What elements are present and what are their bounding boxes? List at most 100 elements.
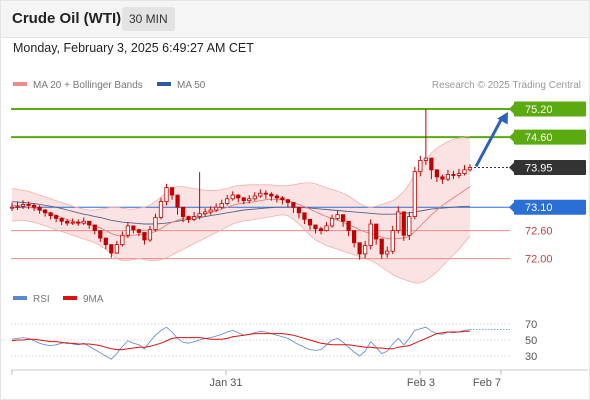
- timeframe-badge[interactable]: 30 MIN: [122, 7, 175, 31]
- candle-body: [291, 202, 296, 208]
- candle-body: [76, 221, 81, 224]
- candle-body: [357, 242, 362, 255]
- candle-body: [9, 206, 15, 209]
- level-tag-pointer-75.20: [509, 104, 514, 115]
- candle-body: [434, 169, 440, 178]
- candle-body: [142, 232, 147, 241]
- x-tick-jan-31: Jan 31: [209, 377, 242, 389]
- candle-body: [42, 209, 48, 214]
- candle-body: [285, 199, 291, 203]
- x-tick-feb-7: Feb 7: [473, 377, 501, 389]
- candle-body: [401, 211, 406, 236]
- candle-body: [313, 224, 318, 230]
- level-label-74.60: 74.60: [525, 132, 553, 144]
- instrument-title: Crude Oil (WTI): [12, 10, 122, 27]
- bb-upper-line: [11, 135, 471, 211]
- candle-body: [136, 229, 142, 233]
- candle-body: [120, 234, 125, 246]
- candle-body: [103, 237, 108, 246]
- candle-body: [280, 197, 285, 201]
- level-label-72.60: 72.60: [525, 226, 553, 238]
- bb-lower-line: [11, 214, 471, 284]
- legend-rsi-label: RSI: [33, 294, 50, 305]
- candle-body: [186, 216, 191, 220]
- candle-body: [247, 198, 252, 202]
- legend-ma50: MA 50: [157, 80, 205, 91]
- rsi-tick-70: 70: [525, 319, 537, 331]
- level-label-75.20: 75.20: [525, 104, 553, 116]
- legend-ma20-bb: MA 20 + Bollinger Bands: [13, 80, 143, 91]
- level-label-72.00: 72.00: [525, 254, 553, 266]
- level-tag-pointer-74.60: [509, 132, 514, 143]
- level-tag-74.60: [514, 129, 586, 145]
- candle-body: [70, 221, 75, 224]
- candle-body: [114, 244, 119, 254]
- candle-body: [407, 216, 412, 236]
- candle-body: [429, 157, 434, 171]
- candle-body: [258, 192, 263, 197]
- candle-body: [352, 230, 357, 244]
- candle-body: [131, 225, 136, 231]
- candle-body: [26, 204, 31, 206]
- candle-body: [236, 194, 241, 199]
- legend-ma20-label: MA 20 + Bollinger Bands: [33, 80, 143, 91]
- candle-body: [20, 204, 26, 207]
- legend-9ma: 9MA: [63, 294, 104, 305]
- candle-body: [241, 197, 246, 202]
- candle-body: [15, 205, 20, 208]
- candle-body: [54, 215, 59, 219]
- candle-body: [37, 206, 42, 211]
- candle-body: [396, 211, 401, 231]
- candle-body: [203, 211, 208, 215]
- candle-body: [109, 244, 114, 254]
- rsi-swatch: [13, 296, 27, 301]
- candle-body: [440, 176, 445, 180]
- credit-label: Research © 2025 Trading Central: [431, 80, 581, 91]
- candle-body: [423, 157, 428, 161]
- candle-body: [374, 223, 379, 240]
- candle-body: [263, 192, 268, 195]
- candle-body: [462, 169, 467, 174]
- candle-body: [208, 209, 213, 213]
- ma50-line: [11, 201, 470, 225]
- candle-body: [368, 223, 373, 246]
- candle-body: [81, 220, 86, 224]
- forecast-arrow-shaft: [474, 117, 504, 168]
- candle-body: [329, 218, 335, 227]
- level-tag-73.10: [514, 199, 586, 215]
- candle-body: [379, 238, 384, 255]
- candle-body: [175, 194, 180, 208]
- candle-body: [274, 195, 279, 199]
- legend-9ma-label: 9MA: [83, 294, 104, 305]
- ma20-swatch: [13, 82, 27, 87]
- level-tag-73.95: [514, 159, 586, 175]
- x-tick-feb-3: Feb 3: [407, 377, 435, 389]
- candle-body: [164, 187, 169, 203]
- header-bar: Crude Oil (WTI) 30 MIN: [0, 0, 590, 38]
- candle-body: [48, 212, 53, 217]
- rsi-tick-30: 30: [525, 351, 537, 363]
- candle-body: [390, 230, 395, 252]
- candle-body: [214, 206, 219, 211]
- level-tag-pointer-73.10: [509, 202, 514, 213]
- level-label-73.10: 73.10: [525, 202, 553, 214]
- candle-body: [451, 174, 456, 176]
- candle-body: [180, 206, 186, 217]
- candle-body: [219, 203, 224, 208]
- candle-body: [59, 218, 64, 222]
- candle-body: [197, 213, 202, 217]
- candle-body: [456, 173, 462, 176]
- candle-body: [31, 204, 37, 208]
- candle-body: [445, 174, 451, 180]
- candle-body: [230, 194, 235, 200]
- candle-body: [418, 160, 423, 173]
- candle-body: [363, 245, 368, 255]
- candle-body: [65, 220, 70, 224]
- candle-body: [269, 193, 274, 197]
- legend-ma50-label: MA 50: [177, 80, 206, 91]
- ma50-swatch: [157, 82, 171, 87]
- candle-body: [302, 212, 307, 220]
- bollinger-band-area: [12, 136, 470, 283]
- level-tag-pointer-73.95: [509, 162, 514, 173]
